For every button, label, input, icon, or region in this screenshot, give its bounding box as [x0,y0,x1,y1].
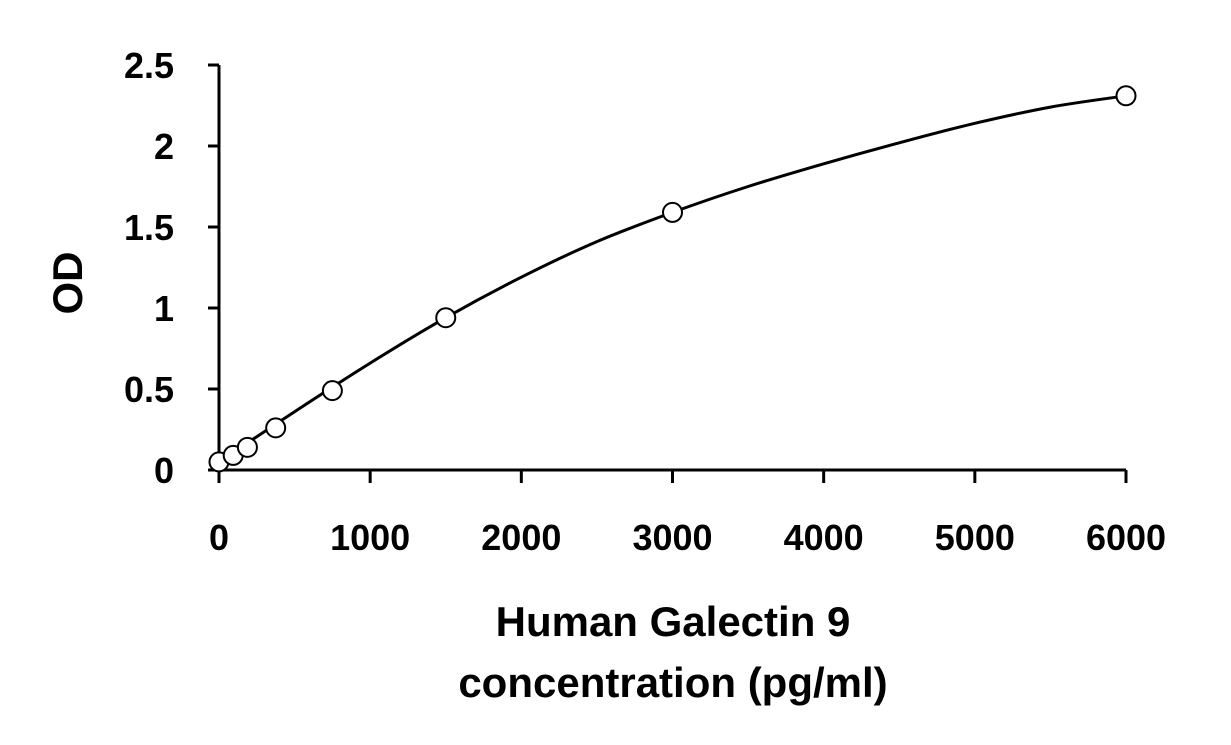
data-point [236,436,258,458]
x-axis-title-line1: Human Galectin 9 [496,598,851,645]
x-tick-label: 2000 [481,517,561,558]
data-point [435,307,457,329]
axes [208,65,1126,472]
data-point [1115,85,1137,107]
x-tick-label: 1000 [330,517,410,558]
data-points [208,85,1137,473]
y-tick-label: 0.5 [124,369,174,410]
x-tick-label: 4000 [784,517,864,558]
data-point [321,380,343,402]
x-tick-label: 3000 [632,517,712,558]
x-tick-label: 6000 [1086,517,1166,558]
y-axis-title: OD [44,252,91,315]
x-tick-label: 5000 [935,517,1015,558]
y-tick-label: 1.5 [124,207,174,248]
y-tick-label: 0 [154,450,174,491]
y-tick-label: 2.5 [124,45,174,86]
y-tick-label: 1 [154,288,174,329]
data-point [662,201,683,223]
y-ticks: 0 0.5 1 1.5 2 2.5 [124,45,219,491]
y-tick-label: 2 [154,126,174,167]
x-tick-label: 0 [209,517,229,558]
x-ticks: 0 1000 2000 3000 4000 5000 6000 [209,470,1166,558]
data-point [265,417,287,439]
x-axis-title-line2: concentration (pg/ml) [458,659,887,706]
fit-curve [218,94,1127,464]
